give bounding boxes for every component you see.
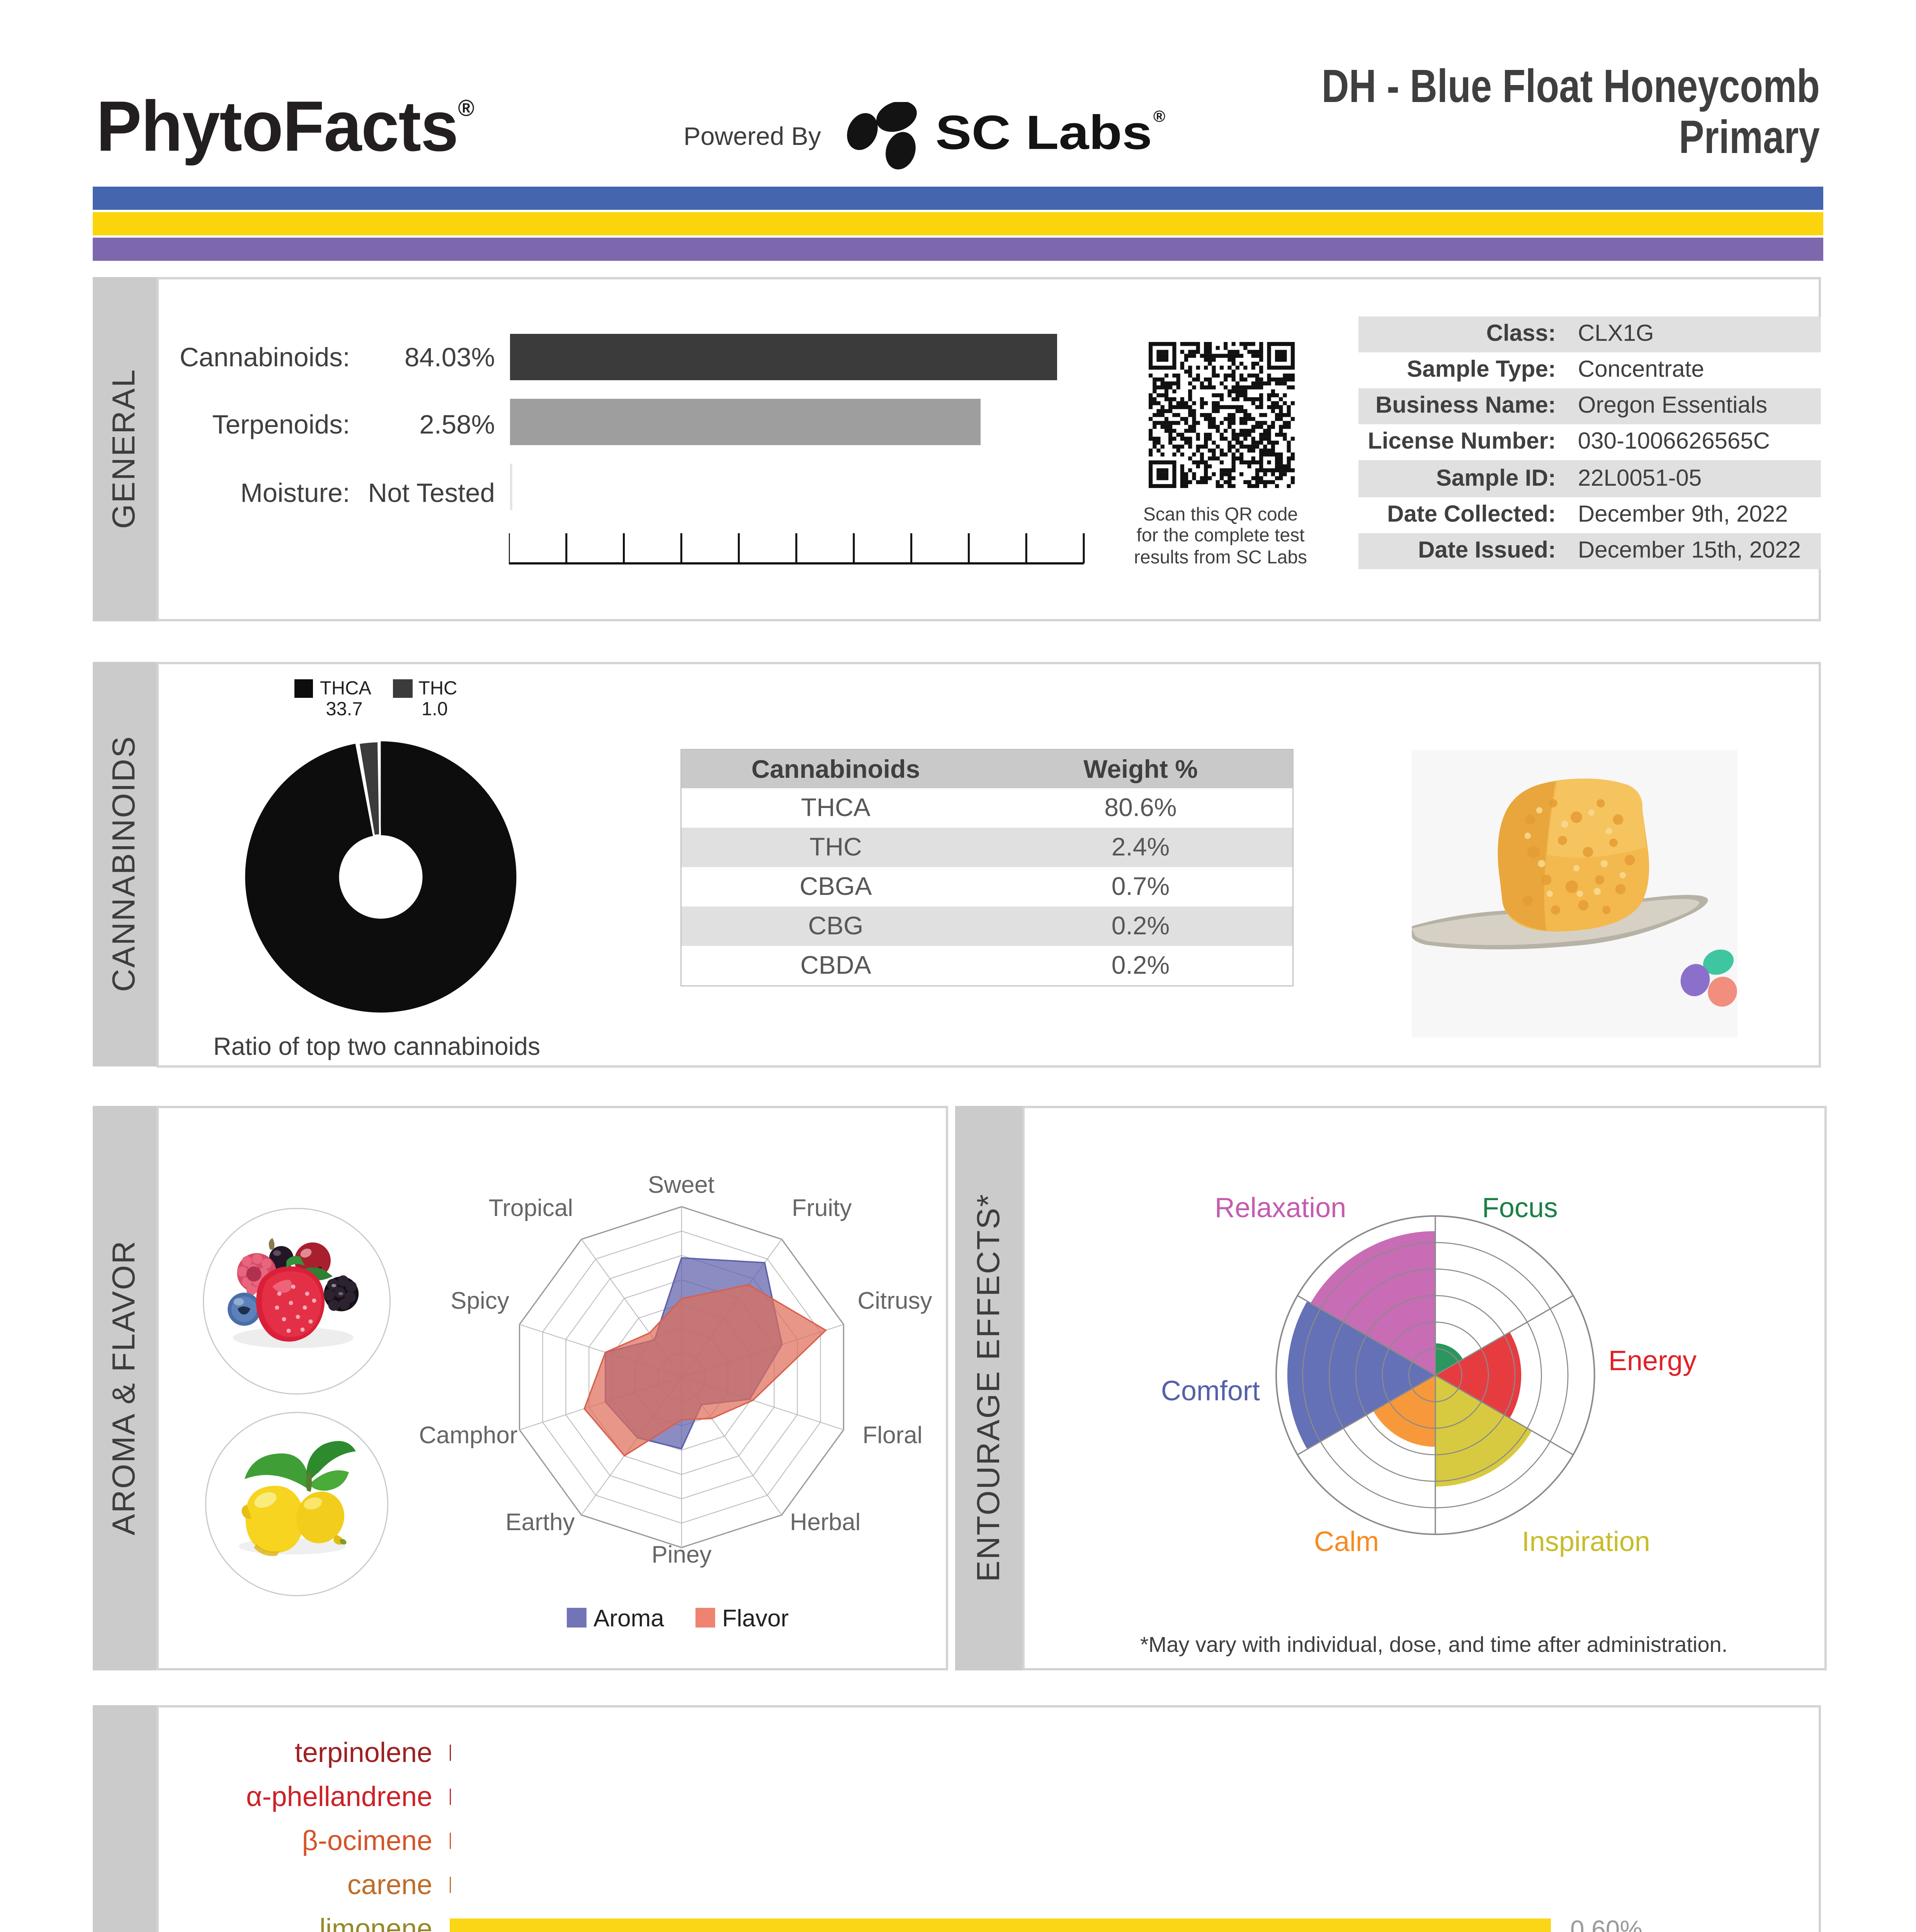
- svg-text:®: ®: [1153, 107, 1165, 125]
- svg-text:SC Labs: SC Labs: [935, 106, 1152, 160]
